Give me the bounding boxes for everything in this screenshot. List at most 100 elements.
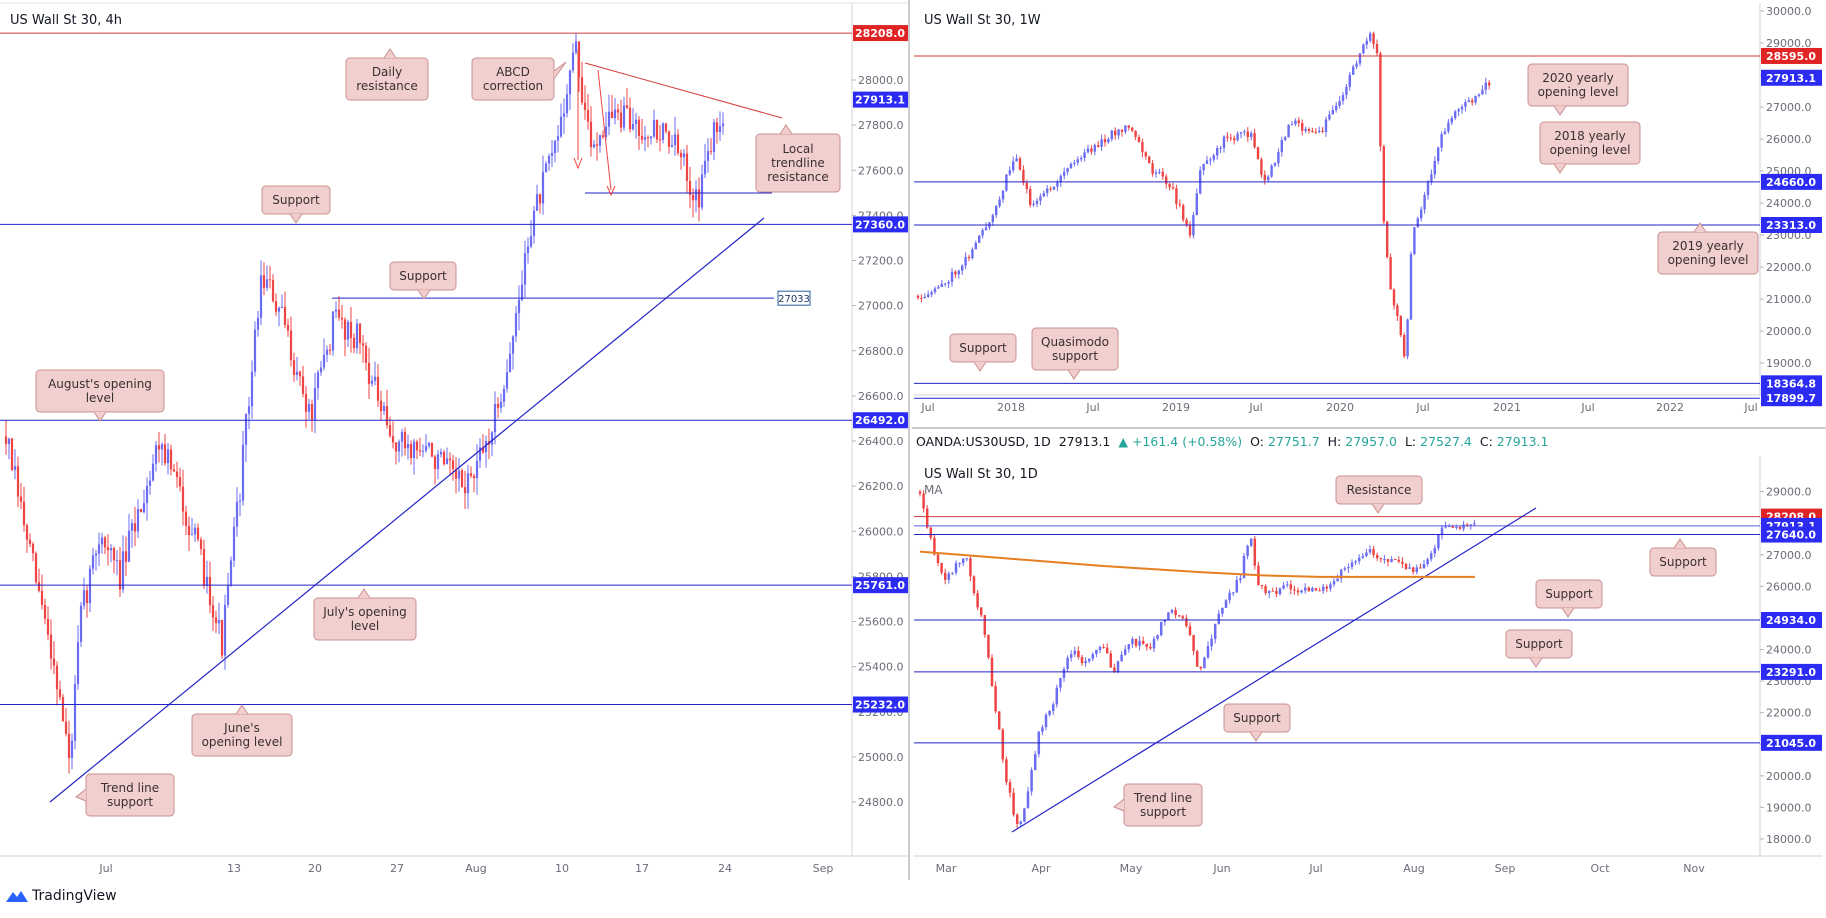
candle-body xyxy=(559,116,563,137)
candle-body xyxy=(1321,130,1324,133)
candle-body xyxy=(1467,100,1470,103)
candle-body xyxy=(1354,561,1357,563)
time-tick-label: May xyxy=(1120,862,1143,875)
candle-body xyxy=(1386,221,1389,258)
candle-body xyxy=(1246,131,1249,137)
candle-body xyxy=(481,447,485,453)
candle-body xyxy=(16,466,20,497)
callout-resistance: Resistance xyxy=(1335,475,1423,514)
candle-body xyxy=(1030,770,1033,792)
candle-body xyxy=(1314,131,1317,133)
candle-body xyxy=(262,275,266,288)
candle-body xyxy=(1369,33,1372,41)
candle-body xyxy=(133,523,137,532)
candle-body xyxy=(1239,132,1243,134)
callout-tail xyxy=(1067,369,1081,380)
candle-body xyxy=(965,558,969,560)
candle-body xyxy=(61,697,65,722)
candle-body xyxy=(1116,661,1120,672)
candle-body xyxy=(550,152,554,157)
candle-body xyxy=(1152,638,1156,649)
candle-body xyxy=(646,137,650,139)
price-tag-label: 17899.7 xyxy=(1766,392,1816,405)
price-tag-label: 27360.0 xyxy=(855,218,905,231)
price-tick-label: 26400.0 xyxy=(858,435,904,448)
panel-h4: 28000.027800.027600.027400.027200.027000… xyxy=(0,3,908,875)
candle-body xyxy=(1185,219,1188,225)
candle-body xyxy=(91,555,95,569)
tradingview-icon xyxy=(6,891,28,902)
tradingview-logo[interactable]: TradingView xyxy=(6,888,117,904)
candle-body xyxy=(484,441,488,453)
candle-body xyxy=(1080,157,1083,160)
candle-body xyxy=(277,307,281,312)
candle-body xyxy=(166,449,170,464)
candle-body xyxy=(1026,791,1030,809)
price-tick-label: 25000.0 xyxy=(858,751,904,764)
candle-body xyxy=(157,445,161,450)
candle-body xyxy=(397,441,401,452)
price-tag xyxy=(853,696,908,713)
candle-body xyxy=(940,283,943,287)
candle-body xyxy=(1213,623,1217,639)
candle-body xyxy=(1161,171,1164,177)
candle-body xyxy=(1080,657,1084,664)
candle-body xyxy=(964,257,967,266)
callout-text: support xyxy=(1052,349,1098,363)
candle-body xyxy=(929,527,933,538)
candle-body xyxy=(1280,140,1283,152)
candle-body xyxy=(1120,654,1123,662)
candle-body xyxy=(1090,148,1093,152)
time-tick-label: Aug xyxy=(465,862,486,875)
candle-body xyxy=(517,299,521,314)
candle-body xyxy=(1321,586,1325,591)
candle-body xyxy=(652,120,656,137)
candle-body xyxy=(1206,646,1210,658)
candle-body xyxy=(1228,592,1231,601)
candle-body xyxy=(1044,714,1048,728)
candle-body xyxy=(1242,556,1246,579)
candle-body xyxy=(544,163,548,172)
candle-body xyxy=(1465,524,1469,526)
time-tick-label: Jul xyxy=(1580,401,1594,414)
time-tick-label: 20 xyxy=(308,862,322,875)
candle-body xyxy=(130,523,134,531)
candle-body xyxy=(226,585,230,605)
candle-body xyxy=(40,590,44,605)
candle-body xyxy=(1105,647,1109,654)
candle-body xyxy=(1226,136,1229,138)
price-tag xyxy=(1761,526,1822,543)
time-tick-label: Jul xyxy=(1415,401,1429,414)
candle-body xyxy=(1138,640,1141,646)
candle-body xyxy=(229,560,233,586)
time-tick-label: 10 xyxy=(555,862,569,875)
candle-body xyxy=(520,284,524,300)
candle-body xyxy=(250,371,254,407)
price-tag xyxy=(853,91,908,108)
callout-tail xyxy=(1553,163,1567,174)
price-tag-label: 24660.0 xyxy=(1766,176,1816,189)
candle-body xyxy=(1415,567,1419,572)
candle-body xyxy=(1087,658,1091,662)
candle-body xyxy=(1192,635,1195,651)
time-tick-label: Mar xyxy=(936,862,957,875)
candle-body xyxy=(430,443,434,457)
candle-body xyxy=(1073,162,1076,164)
candle-body xyxy=(145,485,149,504)
candle-body xyxy=(43,604,47,619)
callout-support: Support xyxy=(1223,703,1291,742)
callout-text: opening level xyxy=(1550,143,1631,157)
candle-body xyxy=(364,345,368,363)
candle-body xyxy=(76,641,80,685)
price-tick-label: 26000.0 xyxy=(1766,580,1812,593)
candle-body xyxy=(280,306,284,308)
price-tick-label: 27200.0 xyxy=(858,255,904,268)
price-tag-label: 27913.1 xyxy=(1766,72,1816,85)
candle-body xyxy=(58,689,62,698)
candle-body xyxy=(136,509,140,532)
candle-body xyxy=(1114,130,1117,136)
price-tick-label: 22000.0 xyxy=(1766,707,1812,720)
candle-body xyxy=(1250,133,1253,137)
candle-body xyxy=(418,450,422,452)
candle-body xyxy=(376,376,380,401)
